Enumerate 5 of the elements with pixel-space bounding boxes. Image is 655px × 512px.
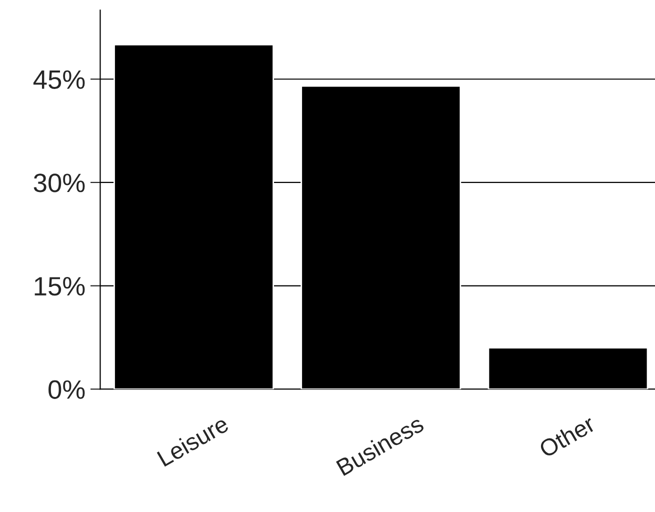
y-tick-label: 30% <box>34 174 85 192</box>
y-tick-label: 15% <box>34 277 85 296</box>
y-tick-label: 0% <box>48 380 85 399</box>
x-tick-label: Other <box>538 414 596 458</box>
y-tick-label: 45% <box>33 70 85 89</box>
